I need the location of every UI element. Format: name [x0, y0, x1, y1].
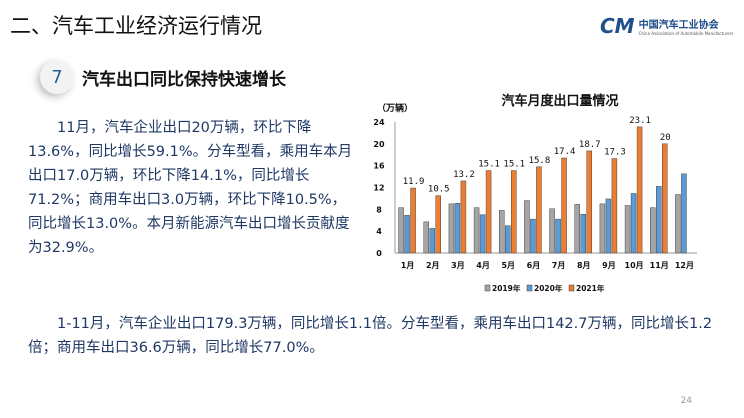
- bar-2019年-4月: [473, 207, 480, 254]
- page-number: 24: [680, 396, 692, 406]
- bar-2020年-7月: [555, 218, 561, 254]
- bar-2021年-8月: [586, 150, 592, 254]
- data-label: 17.3: [604, 148, 626, 158]
- caam-logo-icon: CM: [600, 14, 635, 38]
- bar-2020年-5月: [505, 225, 511, 254]
- x-tick-label: 6月: [527, 261, 541, 270]
- logo-text: 中国汽车工业协会: [638, 20, 719, 31]
- bar-2019年-5月: [499, 210, 505, 254]
- legend-swatch: [568, 284, 575, 292]
- y-tick-label: 12: [373, 184, 384, 193]
- x-tick-label: 8月: [577, 261, 591, 270]
- x-tick-label: 9月: [602, 261, 616, 270]
- x-tick-label: 11月: [650, 261, 669, 270]
- bar-2021年-6月: [536, 166, 542, 254]
- y-tick-label: 20: [373, 140, 385, 149]
- data-label: 13.2: [453, 170, 475, 180]
- legend-label: 2019年: [492, 283, 521, 293]
- data-label: 11.9: [403, 177, 425, 187]
- bar-2020年-4月: [479, 214, 486, 254]
- bar-2019年-9月: [599, 203, 606, 254]
- legend-label: 2021年: [576, 283, 605, 293]
- logo: CM 中国汽车工业协会 China Association of Automob…: [600, 14, 733, 38]
- data-label: 20: [660, 133, 671, 143]
- bar-2021年-7月: [561, 157, 567, 254]
- bar-2019年-10月: [624, 205, 631, 254]
- bar-2019年-3月: [448, 203, 455, 254]
- bar-2020年-6月: [530, 218, 536, 254]
- section-heading: 7 汽车出口同比保持快速增长: [40, 60, 286, 94]
- x-tick-label: 5月: [501, 261, 515, 270]
- section-title: 汽车出口同比保持快速增长: [82, 69, 286, 90]
- bar-2021年-9月: [611, 158, 618, 254]
- bar-2020年-3月: [454, 203, 461, 254]
- legend-swatch: [526, 284, 533, 292]
- bar-2019年-11月: [650, 207, 656, 254]
- bar-2021年-10月: [636, 126, 643, 254]
- logo-en-text: China Association of Automobile Manufact…: [638, 31, 734, 36]
- x-tick-label: 10月: [625, 261, 644, 270]
- bar-2019年-6月: [524, 200, 530, 254]
- bar-2019年-12月: [675, 194, 681, 254]
- legend-swatch: [484, 284, 491, 292]
- bar-2020年-2月: [429, 228, 435, 254]
- section-number: 7: [40, 60, 74, 94]
- bar-2020年-9月: [605, 198, 612, 254]
- bar-2020年-8月: [580, 213, 586, 254]
- y-tick-label: 8: [376, 205, 382, 214]
- bar-2021年-1月: [410, 187, 416, 254]
- y-tick-label: 16: [373, 162, 385, 171]
- bar-2019年-8月: [574, 204, 580, 254]
- data-label: 15.8: [529, 156, 551, 166]
- data-label: 18.7: [579, 140, 601, 150]
- bar-2019年-2月: [423, 221, 429, 254]
- bar-2021年-4月: [485, 170, 492, 254]
- data-label: 15.1: [478, 160, 500, 170]
- legend-label: 2020年: [534, 283, 563, 293]
- bar-2021年-3月: [460, 180, 467, 254]
- y-axis-unit: （万辆）: [377, 102, 413, 114]
- y-tick-label: 0: [376, 249, 382, 258]
- bar-2019年-7月: [549, 208, 555, 254]
- chart-title: 汽车月度出口量情况: [501, 93, 618, 109]
- data-label: 10.5: [428, 185, 450, 195]
- page-title: 二、汽车工业经济运行情况: [10, 14, 262, 38]
- paragraph-monthly: 11月，汽车企业出口20万辆，环比下降13.6%，同比增长59.1%。分车型看，…: [28, 120, 353, 256]
- bar-2020年-1月: [404, 215, 410, 254]
- bar-2021年-11月: [662, 143, 668, 254]
- data-label: 15.1: [503, 160, 525, 170]
- export-bar-chart: 汽车月度出口量情况 （万辆） 0 4 8 12 16 20 24 11.9 1月 10.5 2月 13.2…: [373, 93, 697, 293]
- bar-2021年-2月: [435, 195, 441, 254]
- data-label: 17.4: [554, 147, 576, 157]
- x-tick-label: 2月: [426, 261, 440, 270]
- y-tick-label: 4: [376, 227, 382, 236]
- x-tick-label: 3月: [451, 261, 465, 270]
- x-tick-label: 1月: [401, 261, 415, 270]
- data-label: 23.1: [629, 116, 651, 126]
- y-tick-label: 24: [373, 118, 385, 127]
- x-tick-label: 7月: [552, 261, 566, 270]
- bar-2020年-11月: [656, 186, 662, 254]
- bar-2020年-12月: [681, 173, 687, 254]
- bar-2020年-10月: [630, 193, 637, 254]
- x-tick-label: 12月: [675, 261, 694, 270]
- paragraph-ytd: 1-11月，汽车企业出口179.3万辆，同比增长1.1倍。分车型看，乘用车出口1…: [28, 316, 713, 356]
- bar-2021年-5月: [511, 170, 517, 254]
- x-tick-label: 4月: [476, 261, 490, 270]
- bar-2019年-1月: [398, 207, 404, 254]
